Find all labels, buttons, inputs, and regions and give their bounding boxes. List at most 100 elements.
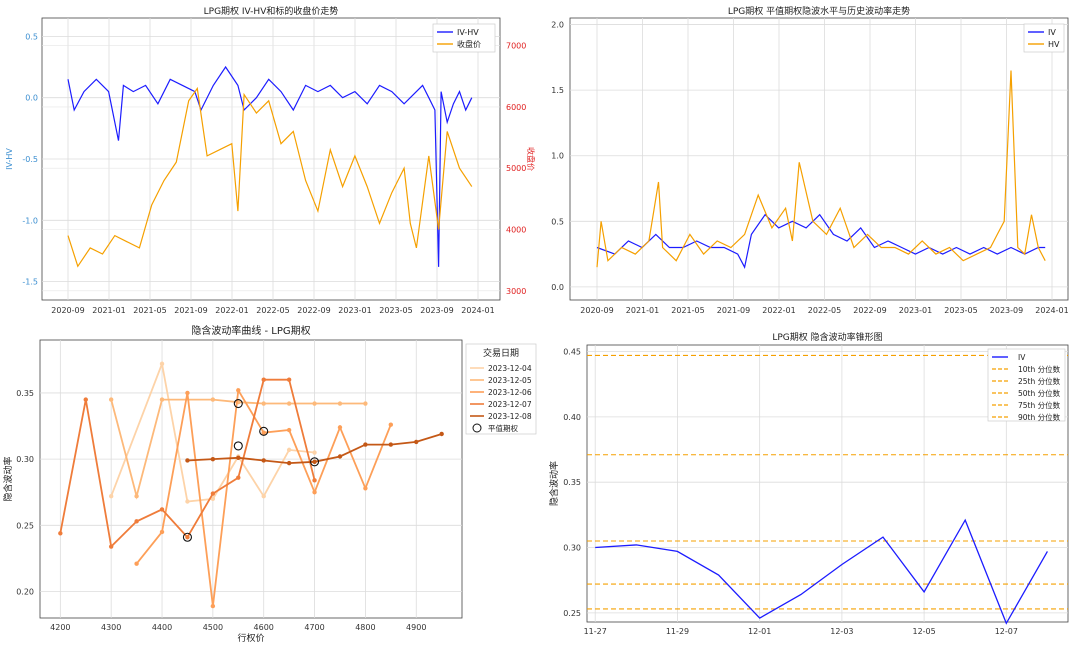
data-point xyxy=(414,439,419,445)
y-tick-label: 0.0 xyxy=(551,283,564,292)
x-tick-label: 2022-01 xyxy=(215,306,248,315)
y-left-tick-label: -1.0 xyxy=(22,216,38,225)
data-point xyxy=(261,494,266,499)
data-point xyxy=(286,447,292,453)
legend-label: 2023-12-07 xyxy=(488,400,532,409)
data-point xyxy=(261,401,266,406)
y-tick-label: 0.25 xyxy=(563,609,581,618)
x-tick-label: 2023-05 xyxy=(944,306,977,315)
data-point xyxy=(210,491,216,496)
legend-label: 75th 分位数 xyxy=(1018,400,1061,410)
x-tick-label: 2023-01 xyxy=(899,306,932,315)
x-tick-label: 2020-09 xyxy=(51,306,84,315)
data-point xyxy=(363,442,368,447)
data-point xyxy=(261,430,266,435)
x-tick-label: 2022-05 xyxy=(808,306,841,315)
x-tick-label: 12-03 xyxy=(830,627,853,636)
data-point xyxy=(236,455,241,461)
atm-marker xyxy=(182,532,192,542)
x-tick-label: 12-05 xyxy=(912,627,935,636)
data-point xyxy=(337,425,343,430)
y-tick-label: 0.5 xyxy=(551,217,564,226)
series-line-收盘价 xyxy=(67,86,473,268)
legend-box xyxy=(432,23,496,53)
data-point xyxy=(388,442,394,447)
series-line-2023-12-05 xyxy=(110,398,366,500)
y-tick-label: 0.30 xyxy=(16,455,34,464)
atm-marker xyxy=(233,441,243,451)
x-tick-label: 11-29 xyxy=(666,627,689,636)
legend-label: 平值期权 xyxy=(488,423,518,433)
legend-label: 25th 分位数 xyxy=(1018,376,1061,386)
y-tick-label: 2.0 xyxy=(551,21,564,30)
series-line-IV xyxy=(596,213,1046,269)
data-point xyxy=(185,535,190,540)
data-point xyxy=(312,490,317,495)
x-tick-label: 2023-09 xyxy=(990,306,1023,315)
data-point xyxy=(261,458,266,463)
chart-iv-hv-close: LPG期权 IV-HV和标的收盘价走势 2020-09 2021-01 2021-05… xyxy=(5,5,536,315)
legend-label: 2023-12-04 xyxy=(488,364,532,373)
data-point xyxy=(261,377,266,382)
y-right-tick-label: 7000 xyxy=(506,42,526,51)
x-tick-label: 2021-05 xyxy=(671,306,704,315)
data-point xyxy=(337,401,343,406)
y-tick-label: 0.25 xyxy=(16,521,34,530)
y-left-tick-label: 0.5 xyxy=(25,32,38,41)
y-axis-label: 隐含波动率 xyxy=(2,456,14,501)
data-point xyxy=(312,459,317,464)
y-tick-label: 0.35 xyxy=(563,478,581,487)
x-tick-label: 2024-01 xyxy=(461,306,494,315)
x-tick-label: 4900 xyxy=(406,623,426,632)
legend-atm-marker xyxy=(472,423,482,433)
legend-label: 2023-12-08 xyxy=(488,412,532,421)
legend-title: 交易日期 xyxy=(483,347,519,359)
data-point xyxy=(363,401,368,406)
y-tick-label: 1.5 xyxy=(551,86,564,95)
x-tick-label: 2023-05 xyxy=(379,306,412,315)
data-point xyxy=(83,397,88,402)
data-point xyxy=(210,456,216,462)
legend-label: IV xyxy=(1018,353,1026,362)
x-tick-label: 4400 xyxy=(152,623,172,632)
y-tick-label: 1.0 xyxy=(551,152,564,161)
legend-label: 收盘价 xyxy=(457,39,481,49)
y-tick-label: 0.40 xyxy=(563,413,581,422)
data-point xyxy=(210,603,216,609)
data-point xyxy=(236,475,241,480)
x-tick-label: 12-07 xyxy=(995,627,1018,636)
x-tick-label: 4800 xyxy=(355,623,375,632)
data-point xyxy=(134,519,139,524)
chart-title: 隐含波动率曲线 - LPG期权 xyxy=(191,324,310,337)
legend-label: 2023-12-06 xyxy=(488,388,532,397)
data-point xyxy=(134,561,139,566)
legend-box xyxy=(987,348,1066,422)
atm-marker xyxy=(310,457,320,467)
x-tick-label: 11-27 xyxy=(584,627,607,636)
x-tick-label: 2021-05 xyxy=(133,306,166,315)
y-right-tick-label: 6000 xyxy=(506,103,526,112)
x-tick-label: 2022-01 xyxy=(762,306,795,315)
x-tick-label: 4300 xyxy=(101,623,121,632)
data-point xyxy=(286,401,292,406)
data-point xyxy=(286,460,292,466)
atm-marker xyxy=(233,398,243,409)
data-point xyxy=(134,494,139,499)
data-point xyxy=(108,544,114,549)
data-point xyxy=(210,397,216,402)
series-line-2023-12-04 xyxy=(110,360,315,503)
data-point xyxy=(185,458,190,463)
y-left-axis-label: IV-HV xyxy=(5,148,14,170)
legend-label: 10th 分位数 xyxy=(1018,364,1061,374)
y-tick-label: 0.35 xyxy=(16,389,34,398)
chart-title: LPG期权 IV-HV和标的收盘价走势 xyxy=(204,5,339,17)
data-point xyxy=(312,478,317,483)
data-point xyxy=(363,486,368,491)
x-tick-label: 2023-01 xyxy=(338,306,371,315)
y-right-axis-label: 收盘价 xyxy=(526,147,536,171)
chart-iv-curve: 隐含波动率曲线 - LPG期权 4200 4300 4400 4500 4600 4700 4… xyxy=(2,324,537,644)
legend-label: HV xyxy=(1048,40,1060,49)
data-point xyxy=(108,397,114,402)
